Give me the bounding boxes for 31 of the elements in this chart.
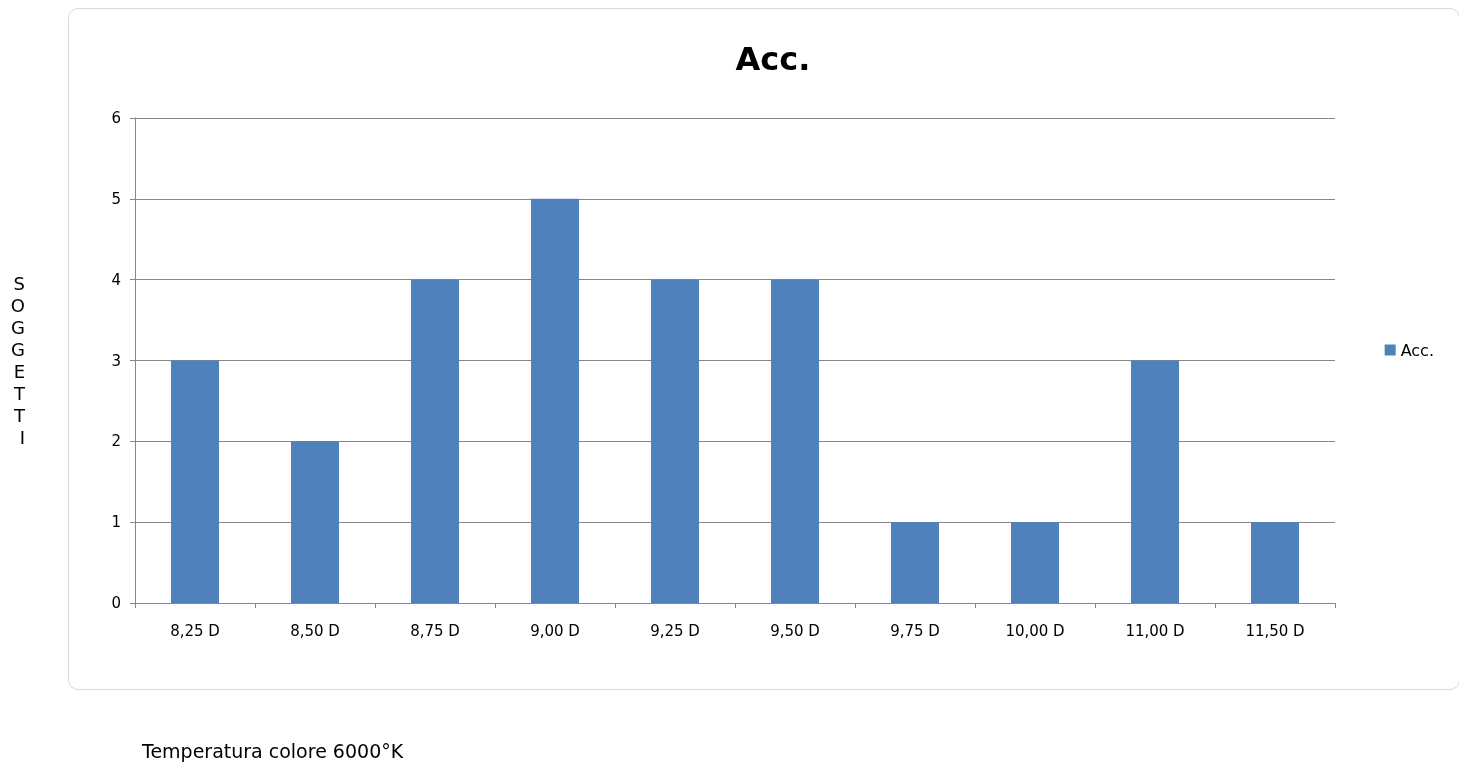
bar — [771, 279, 819, 603]
x-tick-label: 8,75 D — [410, 621, 460, 640]
y-axis-title: SOGGETTI — [10, 273, 26, 448]
y-tick-label: 3 — [111, 351, 121, 370]
x-tick-label: 9,50 D — [770, 621, 820, 640]
y-tick-label: 2 — [111, 432, 121, 451]
x-tick-label: 10,00 D — [1005, 621, 1065, 640]
legend-label: Acc. — [1400, 340, 1434, 360]
bar — [1131, 360, 1179, 603]
bar — [171, 360, 219, 603]
y-tick-label: 5 — [111, 189, 121, 208]
bar — [531, 198, 579, 603]
chart-title: Acc. — [735, 40, 811, 78]
bar — [291, 441, 339, 603]
x-tick-label: 11,00 D — [1125, 621, 1185, 640]
y-tick-label: 6 — [111, 109, 121, 127]
x-tick-label: 8,25 D — [170, 621, 220, 640]
bar — [411, 279, 459, 603]
x-tick-label: 11,50 D — [1245, 621, 1305, 640]
x-tick-label: 9,00 D — [530, 621, 580, 640]
x-tick-label: 8,50 D — [290, 621, 340, 640]
bar — [891, 522, 939, 603]
bar — [1011, 522, 1059, 603]
x-tick-label: 9,75 D — [890, 621, 940, 640]
x-tick-label: 9,25 D — [650, 621, 700, 640]
y-tick-label: 4 — [111, 270, 121, 289]
y-tick-label: 0 — [111, 594, 121, 612]
text: Temperatura colore 6000°K — [142, 740, 404, 762]
bar — [1251, 522, 1299, 603]
bar — [651, 279, 699, 603]
y-tick-label: 1 — [111, 513, 121, 532]
